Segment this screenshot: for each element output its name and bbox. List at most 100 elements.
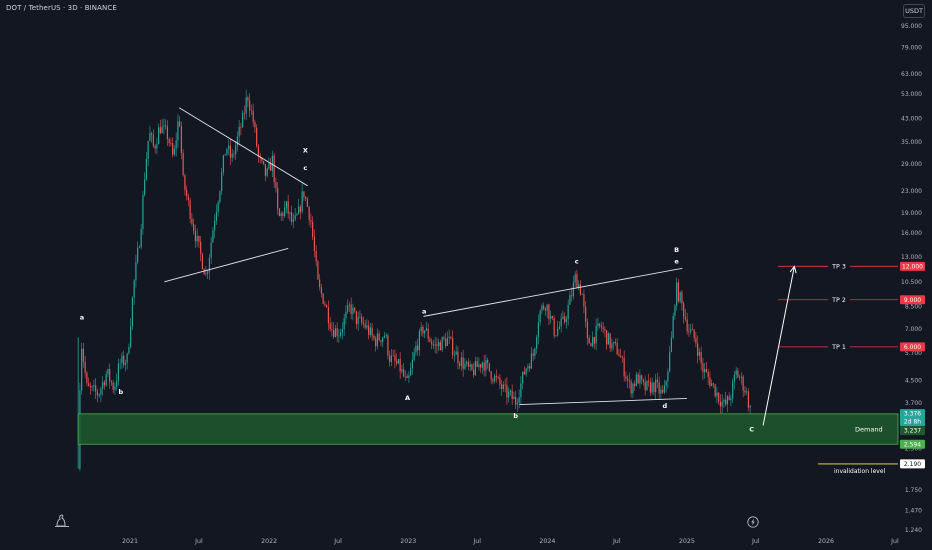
price-tick-label: 95.000 [901, 23, 922, 30]
price-axis[interactable]: 95.000 79.000 63.000 53.000 43.000 35.000 29.0… [901, 23, 922, 534]
candle-body [748, 392, 749, 408]
candle-body [251, 110, 252, 111]
currency-button[interactable]: USDT [903, 4, 925, 18]
candle-body [104, 382, 105, 385]
price-tick-label: 29.000 [901, 161, 922, 168]
candle-body [713, 383, 714, 384]
candle-body [480, 364, 481, 367]
candle-body [688, 331, 689, 332]
candle-body [673, 316, 674, 338]
candle-body [531, 354, 532, 369]
candle-body [233, 154, 234, 155]
candle-body [160, 127, 161, 133]
candle-body [277, 188, 278, 209]
time-axis[interactable]: 2021 Jul 2022 Jul 2023 Jul 2024 Jul 2025 Jul 2026 J… [122, 538, 899, 545]
candle-body [736, 370, 737, 375]
symbol-title[interactable]: DOT / TetherUS · 3D · BINANCE [6, 4, 117, 12]
candle-body [538, 322, 539, 337]
candle-body [323, 294, 324, 304]
candle-body [212, 230, 213, 242]
lightning-icon[interactable] [747, 516, 759, 528]
candle-body [373, 336, 374, 339]
candle-body [475, 361, 476, 375]
candle-body [730, 398, 731, 400]
candle-body [610, 333, 611, 348]
wave-label: b [119, 388, 124, 396]
time-tick-label: 2025 [679, 538, 695, 545]
candle-body [221, 172, 222, 191]
candle-body [324, 304, 325, 306]
candle-body [100, 389, 101, 395]
candle-body [284, 208, 285, 216]
candle-body [253, 111, 254, 122]
candle-body [191, 219, 192, 224]
candle-body [128, 347, 129, 354]
candle-body [436, 344, 437, 345]
candle-body [617, 343, 618, 354]
candle-body [354, 308, 355, 311]
candle-body [130, 326, 131, 347]
candle-body [671, 338, 672, 352]
time-tick-label: Jul [890, 538, 899, 545]
candle-body [629, 380, 630, 381]
candle-body [485, 360, 486, 371]
candle-body [113, 383, 114, 390]
candle-body [123, 356, 124, 365]
candle-body [739, 377, 740, 378]
candle-body [674, 306, 675, 316]
wave-label: c [575, 257, 579, 265]
candle-body [701, 352, 702, 363]
tradingview-logo-icon[interactable] [54, 512, 70, 528]
candle-body [155, 146, 156, 149]
candle-body [242, 113, 243, 127]
candle-body [618, 354, 619, 356]
candle-body [186, 190, 187, 196]
candle-body [723, 400, 724, 402]
candle-body [636, 374, 637, 385]
candle-body [510, 391, 511, 392]
projection-arrow [763, 266, 794, 425]
candle-body [533, 354, 534, 356]
candle-body [555, 335, 556, 336]
price-tick-label: 63.000 [901, 71, 922, 78]
candle-body [302, 191, 303, 211]
candle-body [596, 326, 597, 343]
candle-body [648, 381, 649, 382]
price-tick-label: 3.700 [905, 400, 922, 407]
candle-body [317, 261, 318, 279]
price-tick-label: 53.000 [901, 91, 922, 98]
candle-body [659, 382, 660, 393]
candle-body [156, 144, 157, 148]
candle-body [358, 317, 359, 324]
candle-body [410, 368, 411, 375]
candle-body [282, 213, 283, 216]
last-price-badge: 3.376 [904, 410, 921, 417]
candle-body [664, 386, 665, 393]
candle-body [125, 363, 126, 365]
candle-body [718, 393, 719, 402]
candle-body [391, 355, 392, 362]
time-tick-label: 2022 [261, 538, 277, 545]
candle-body [116, 381, 117, 387]
candle-body [573, 283, 574, 297]
candle-body [566, 319, 567, 322]
candle-body [496, 376, 497, 377]
candle-body [207, 272, 208, 274]
candle-body [298, 207, 299, 214]
candle-body [498, 377, 499, 378]
invalidation-badge: 2.190 [904, 461, 921, 468]
candle-body [646, 381, 647, 390]
wave-label: d [662, 402, 667, 410]
price-tick-label: 35.000 [901, 139, 922, 146]
candle-body [148, 141, 149, 159]
candle-body [281, 213, 282, 216]
candle-body [706, 369, 707, 372]
candle-body [611, 343, 612, 348]
candle-body [88, 383, 89, 386]
candle-body [678, 282, 679, 301]
candle-body [722, 402, 723, 407]
target-price-badge: 6.000 [904, 344, 921, 351]
price-tick-label: 7.000 [905, 326, 922, 333]
candle-body [447, 338, 448, 346]
